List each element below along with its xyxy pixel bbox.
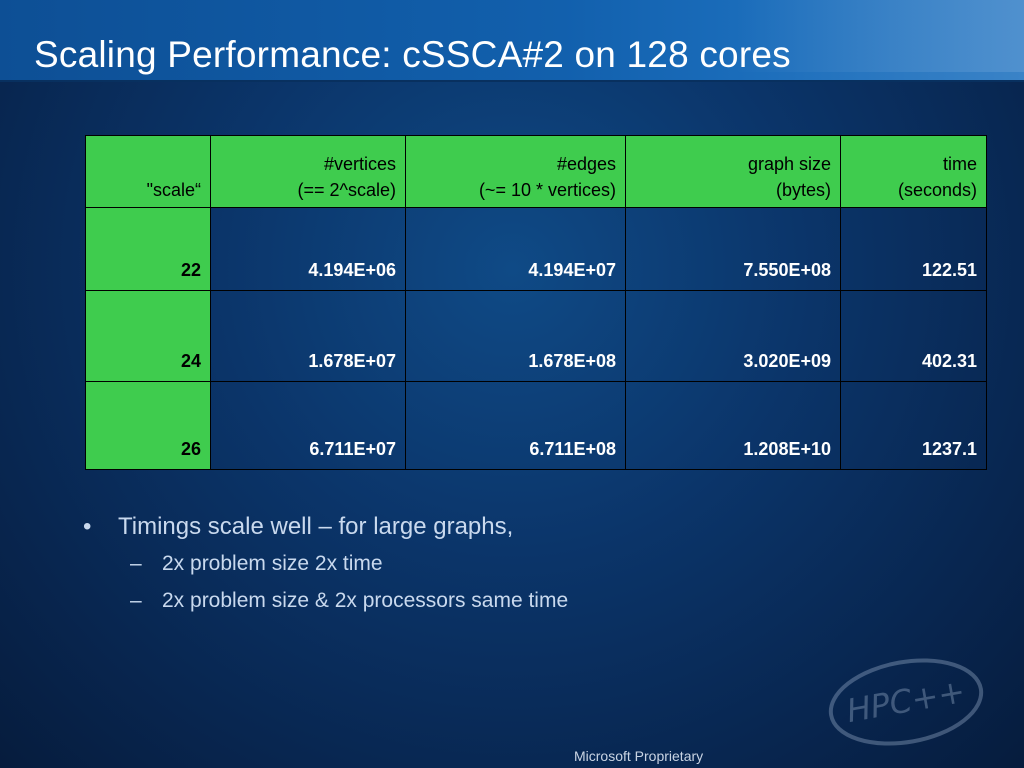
cell-vertices: 6.711E+07 bbox=[210, 381, 406, 470]
hpc-logo: HPC++ bbox=[828, 658, 984, 746]
cell-graph-size: 3.020E+09 bbox=[625, 290, 841, 382]
table-row: 26 6.711E+07 6.711E+08 1.208E+10 1237.1 bbox=[85, 381, 987, 470]
cell-scale: 22 bbox=[85, 207, 211, 291]
header-time: time (seconds) bbox=[840, 135, 987, 208]
title-bar bbox=[0, 0, 1024, 82]
cell-scale: 24 bbox=[85, 290, 211, 382]
table-row: 24 1.678E+07 1.678E+08 3.020E+09 402.31 bbox=[85, 290, 987, 382]
cell-time: 402.31 bbox=[840, 290, 987, 382]
cell-vertices: 1.678E+07 bbox=[210, 290, 406, 382]
bullet-list: • Timings scale well – for large graphs,… bbox=[78, 512, 568, 616]
cell-graph-size: 7.550E+08 bbox=[625, 207, 841, 291]
footer-text: Microsoft Proprietary bbox=[574, 748, 704, 764]
cell-edges: 6.711E+08 bbox=[405, 381, 626, 470]
cell-edges: 4.194E+07 bbox=[405, 207, 626, 291]
cell-time: 122.51 bbox=[840, 207, 987, 291]
sub-bullet-item: – 2x problem size 2x time bbox=[78, 549, 568, 579]
header-vertices: #vertices (== 2^scale) bbox=[210, 135, 406, 208]
cell-edges: 1.678E+08 bbox=[405, 290, 626, 382]
scaling-table: "scale“ #vertices (== 2^scale) #edges (~= … bbox=[85, 135, 987, 470]
sub-bullet-dash: – bbox=[130, 589, 142, 612]
hpc-logo-text: HPC++ bbox=[844, 672, 968, 730]
header-scale: "scale“ bbox=[85, 135, 211, 208]
cell-time: 1237.1 bbox=[840, 381, 987, 470]
sub-bullet-text: 2x problem size & 2x processors same tim… bbox=[162, 589, 569, 612]
slide-title: Scaling Performance: cSSCA#2 on 128 core… bbox=[34, 34, 791, 75]
bullet-item: • Timings scale well – for large graphs, bbox=[78, 512, 568, 542]
cell-graph-size: 1.208E+10 bbox=[625, 381, 841, 470]
cell-vertices: 4.194E+06 bbox=[210, 207, 406, 291]
header-decoration bbox=[734, 0, 1024, 72]
sub-bullet-text: 2x problem size 2x time bbox=[162, 552, 383, 575]
header-graph-size: graph size (bytes) bbox=[625, 135, 841, 208]
table-row: 22 4.194E+06 4.194E+07 7.550E+08 122.51 bbox=[85, 207, 987, 291]
sub-bullet-item: – 2x problem size & 2x processors same t… bbox=[78, 586, 568, 616]
table-header-row: "scale“ #vertices (== 2^scale) #edges (~= … bbox=[85, 135, 987, 208]
cell-scale: 26 bbox=[85, 381, 211, 470]
bullet-text: Timings scale well – for large graphs, bbox=[118, 513, 514, 540]
header-edges: #edges (~= 10 * vertices) bbox=[405, 135, 626, 208]
sub-bullet-dash: – bbox=[130, 552, 142, 575]
bullet-dot: • bbox=[83, 513, 92, 540]
